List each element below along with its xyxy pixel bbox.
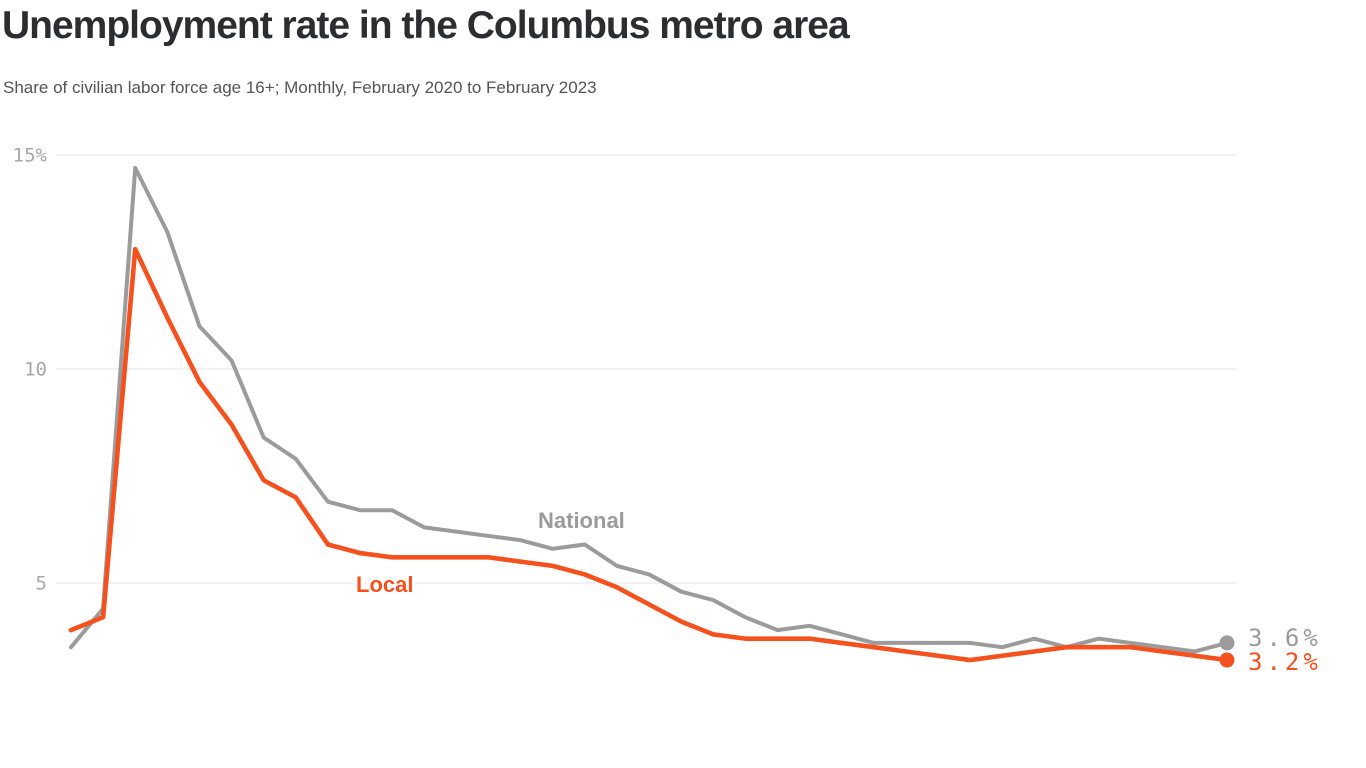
page-title: Unemployment rate in the Columbus metro … bbox=[2, 4, 850, 47]
series-line-local bbox=[68, 246, 1230, 663]
y-axis-tick-label: 15% bbox=[13, 145, 48, 167]
y-axis-tick-label: 10 bbox=[24, 359, 47, 381]
series-end-value-local: 3.2% bbox=[1248, 648, 1322, 676]
series-end-dot-national bbox=[1219, 635, 1235, 651]
series-end-dot-local bbox=[1219, 652, 1235, 668]
y-axis-tick-label: 5 bbox=[36, 573, 47, 595]
series-label-national: National bbox=[538, 508, 625, 533]
chart-subtitle: Share of civilian labor force age 16+; M… bbox=[3, 78, 597, 97]
series-line-national bbox=[69, 165, 1229, 654]
series-end-value-national: 3.6% bbox=[1248, 624, 1322, 652]
series-label-local: Local bbox=[356, 572, 413, 597]
